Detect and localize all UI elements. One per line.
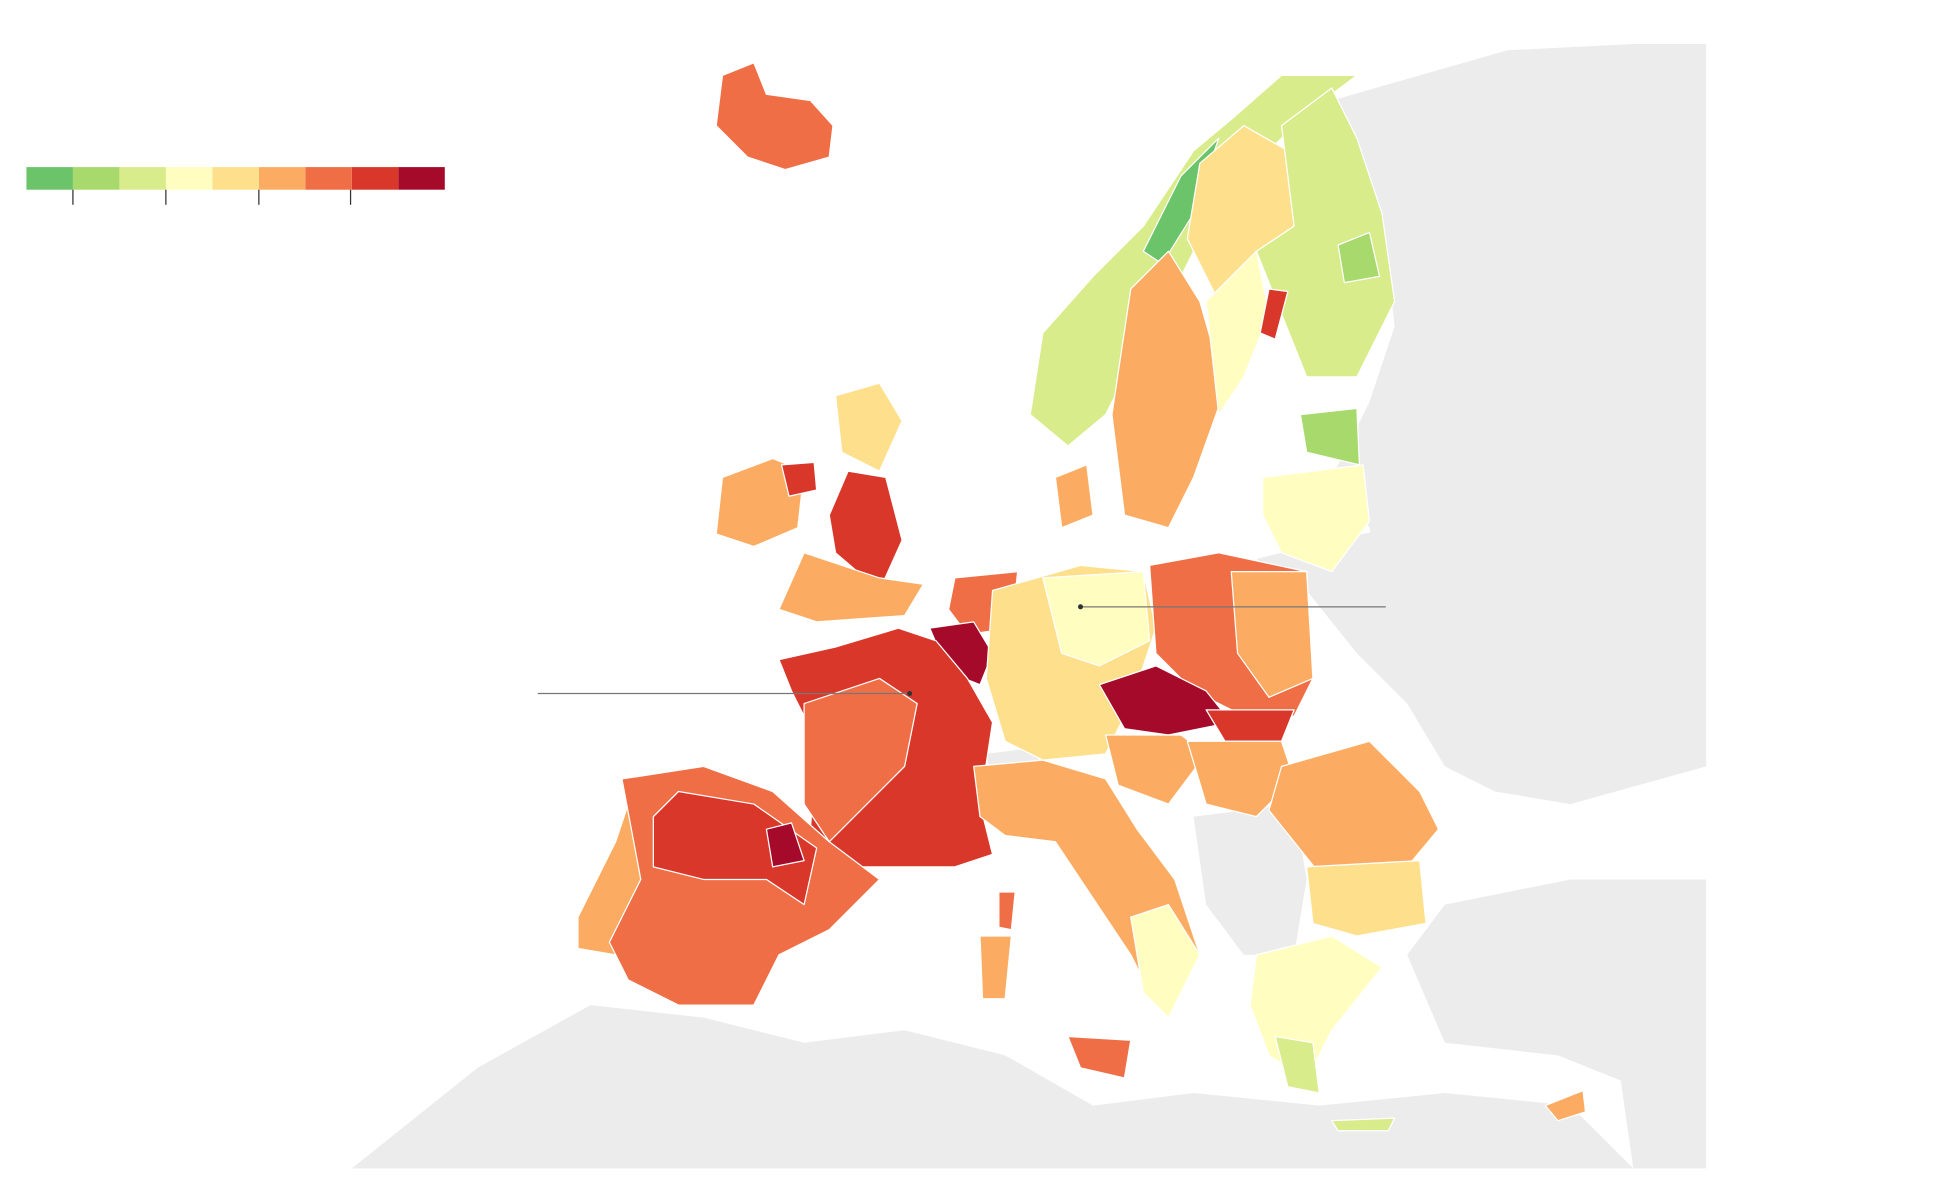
leader-dot [907, 690, 913, 697]
legend-swatch [119, 167, 166, 190]
leader-dot [1077, 604, 1084, 610]
legend-swatch [26, 167, 73, 190]
legend [26, 167, 445, 205]
annotation-leaders [537, 604, 1386, 697]
legend-swatch [398, 167, 445, 190]
legend-swatch [212, 167, 259, 190]
legend-swatch [72, 167, 120, 190]
legend-swatch [165, 167, 213, 190]
legend-swatch [305, 167, 352, 190]
regions [577, 62, 1587, 1132]
legend-swatch [258, 167, 306, 190]
legend-swatch [351, 167, 399, 190]
